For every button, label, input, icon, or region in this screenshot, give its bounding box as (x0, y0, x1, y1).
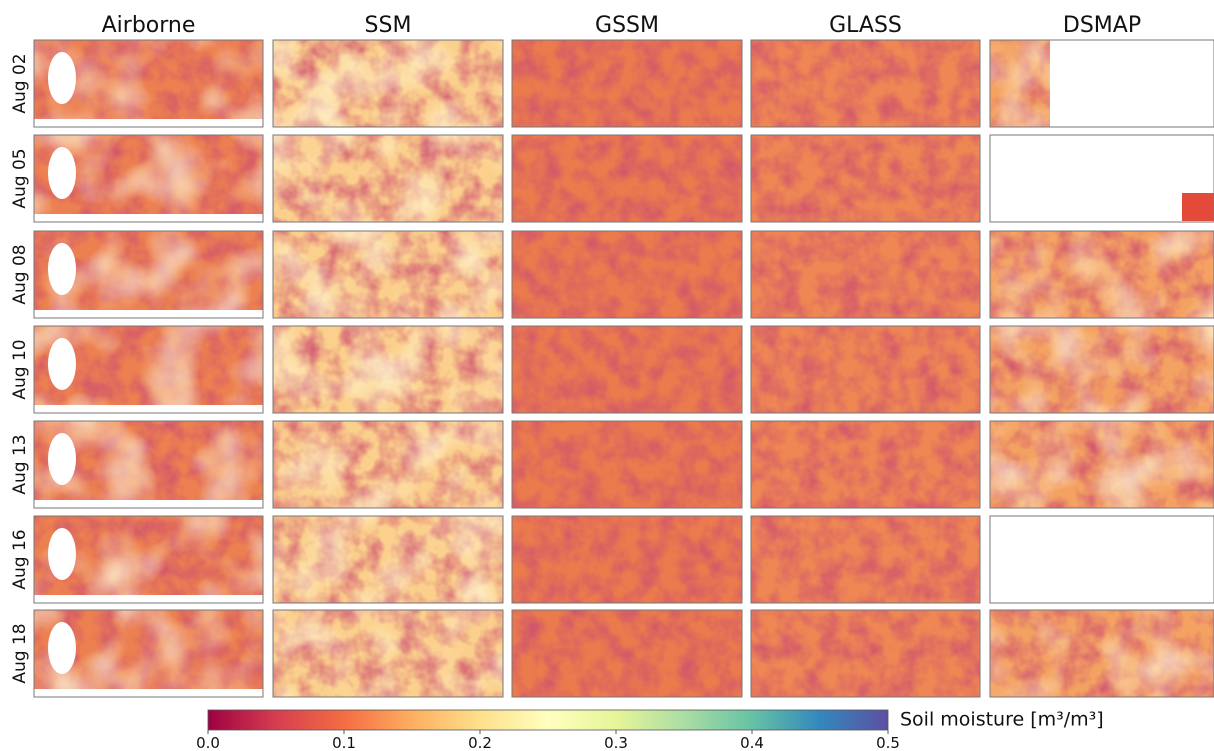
map-texture (512, 40, 742, 127)
no-data (48, 528, 76, 580)
no-data (34, 500, 263, 508)
map-texture (512, 326, 742, 413)
map-texture (990, 326, 1214, 413)
map-frame (990, 516, 1214, 603)
no-data (34, 214, 263, 222)
no-data (34, 405, 263, 413)
map-raster (1182, 193, 1214, 221)
map-texture (512, 421, 742, 508)
column-title: SSM (365, 13, 412, 38)
row-label: Aug 02 (10, 53, 30, 113)
colorbar (208, 710, 888, 730)
no-data (48, 433, 76, 485)
map-texture (512, 516, 742, 603)
row-label: Aug 16 (10, 529, 30, 589)
map-texture (273, 516, 503, 603)
row-label: Aug 05 (10, 148, 30, 208)
row-label: Aug 13 (10, 434, 30, 494)
map-texture (751, 421, 980, 508)
no-data (48, 622, 76, 674)
colorbar-tick-label: 0.0 (196, 734, 220, 751)
no-data (34, 595, 263, 603)
colorbar-tick-label: 0.2 (468, 734, 492, 751)
colorbar-tick-label: 0.4 (740, 734, 764, 751)
map-texture (751, 135, 980, 222)
column-title: GLASS (829, 13, 902, 38)
row-label: Aug 18 (10, 623, 30, 683)
map-texture (512, 610, 742, 697)
no-data (48, 147, 76, 199)
map-texture (512, 135, 742, 222)
map-texture (273, 135, 503, 222)
colorbar-tick-label: 0.1 (332, 734, 356, 751)
map-texture (751, 40, 980, 127)
figure: Soil moisture [m³/m³] Airborne SSM GSSM GLA… (0, 0, 1214, 751)
map-texture (751, 231, 980, 318)
map-texture (273, 610, 503, 697)
map-texture (990, 231, 1214, 318)
map-texture (273, 40, 503, 127)
map-texture (273, 231, 503, 318)
colorbar-label: Soil moisture [m³/m³] (900, 709, 1104, 731)
map-texture (990, 610, 1214, 697)
map-texture (751, 610, 980, 697)
map-texture (751, 326, 980, 413)
colorbar-tick-label: 0.5 (876, 734, 900, 751)
no-data (34, 119, 263, 127)
map-texture (512, 231, 742, 318)
no-data (34, 689, 263, 697)
map-texture (990, 421, 1214, 508)
map-texture (273, 421, 503, 508)
row-label: Aug 10 (10, 339, 30, 399)
map-frame (990, 135, 1214, 222)
no-data (48, 338, 76, 390)
map-texture (751, 516, 980, 603)
column-title: GSSM (595, 13, 659, 38)
no-data (34, 310, 263, 318)
no-data (48, 52, 76, 104)
no-data (48, 243, 76, 295)
map-texture (990, 40, 1050, 127)
row-label: Aug 08 (10, 244, 30, 304)
column-title: Airborne (102, 13, 196, 38)
map-texture (273, 326, 503, 413)
column-title: DSMAP (1063, 13, 1141, 38)
colorbar-tick-label: 0.3 (604, 734, 628, 751)
